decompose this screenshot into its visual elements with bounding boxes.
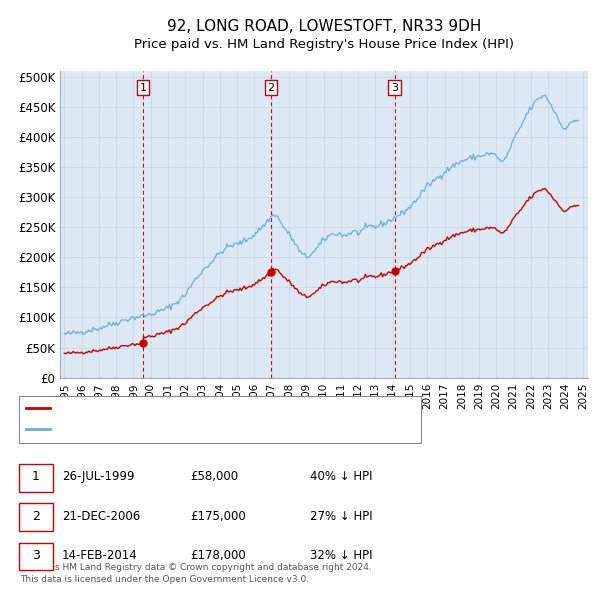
Text: 92, LONG ROAD, LOWESTOFT, NR33 9DH: 92, LONG ROAD, LOWESTOFT, NR33 9DH xyxy=(167,19,481,34)
Text: 40% ↓ HPI: 40% ↓ HPI xyxy=(310,470,373,483)
Text: Contains HM Land Registry data © Crown copyright and database right 2024.
This d: Contains HM Land Registry data © Crown c… xyxy=(20,563,372,584)
FancyBboxPatch shape xyxy=(19,543,53,571)
Text: 2: 2 xyxy=(268,83,275,93)
Text: 21-DEC-2006: 21-DEC-2006 xyxy=(62,510,140,523)
Text: 1: 1 xyxy=(32,470,40,483)
Text: 3: 3 xyxy=(32,549,40,562)
FancyBboxPatch shape xyxy=(19,464,53,491)
Text: Price paid vs. HM Land Registry's House Price Index (HPI): Price paid vs. HM Land Registry's House … xyxy=(134,38,514,51)
Text: £175,000: £175,000 xyxy=(190,510,246,523)
FancyBboxPatch shape xyxy=(19,396,421,444)
Text: 32% ↓ HPI: 32% ↓ HPI xyxy=(310,549,373,562)
Text: 14-FEB-2014: 14-FEB-2014 xyxy=(62,549,138,562)
Text: 2: 2 xyxy=(32,510,40,523)
Text: £58,000: £58,000 xyxy=(190,470,238,483)
Text: 27% ↓ HPI: 27% ↓ HPI xyxy=(310,510,373,523)
FancyBboxPatch shape xyxy=(19,503,53,531)
Text: 3: 3 xyxy=(391,83,398,93)
Text: HPI: Average price, detached house, East Suffolk: HPI: Average price, detached house, East… xyxy=(56,424,329,434)
Text: £178,000: £178,000 xyxy=(190,549,246,562)
Text: 92, LONG ROAD, LOWESTOFT, NR33 9DH (detached house): 92, LONG ROAD, LOWESTOFT, NR33 9DH (deta… xyxy=(56,403,386,413)
Text: 1: 1 xyxy=(140,83,146,93)
Text: 26-JUL-1999: 26-JUL-1999 xyxy=(62,470,134,483)
